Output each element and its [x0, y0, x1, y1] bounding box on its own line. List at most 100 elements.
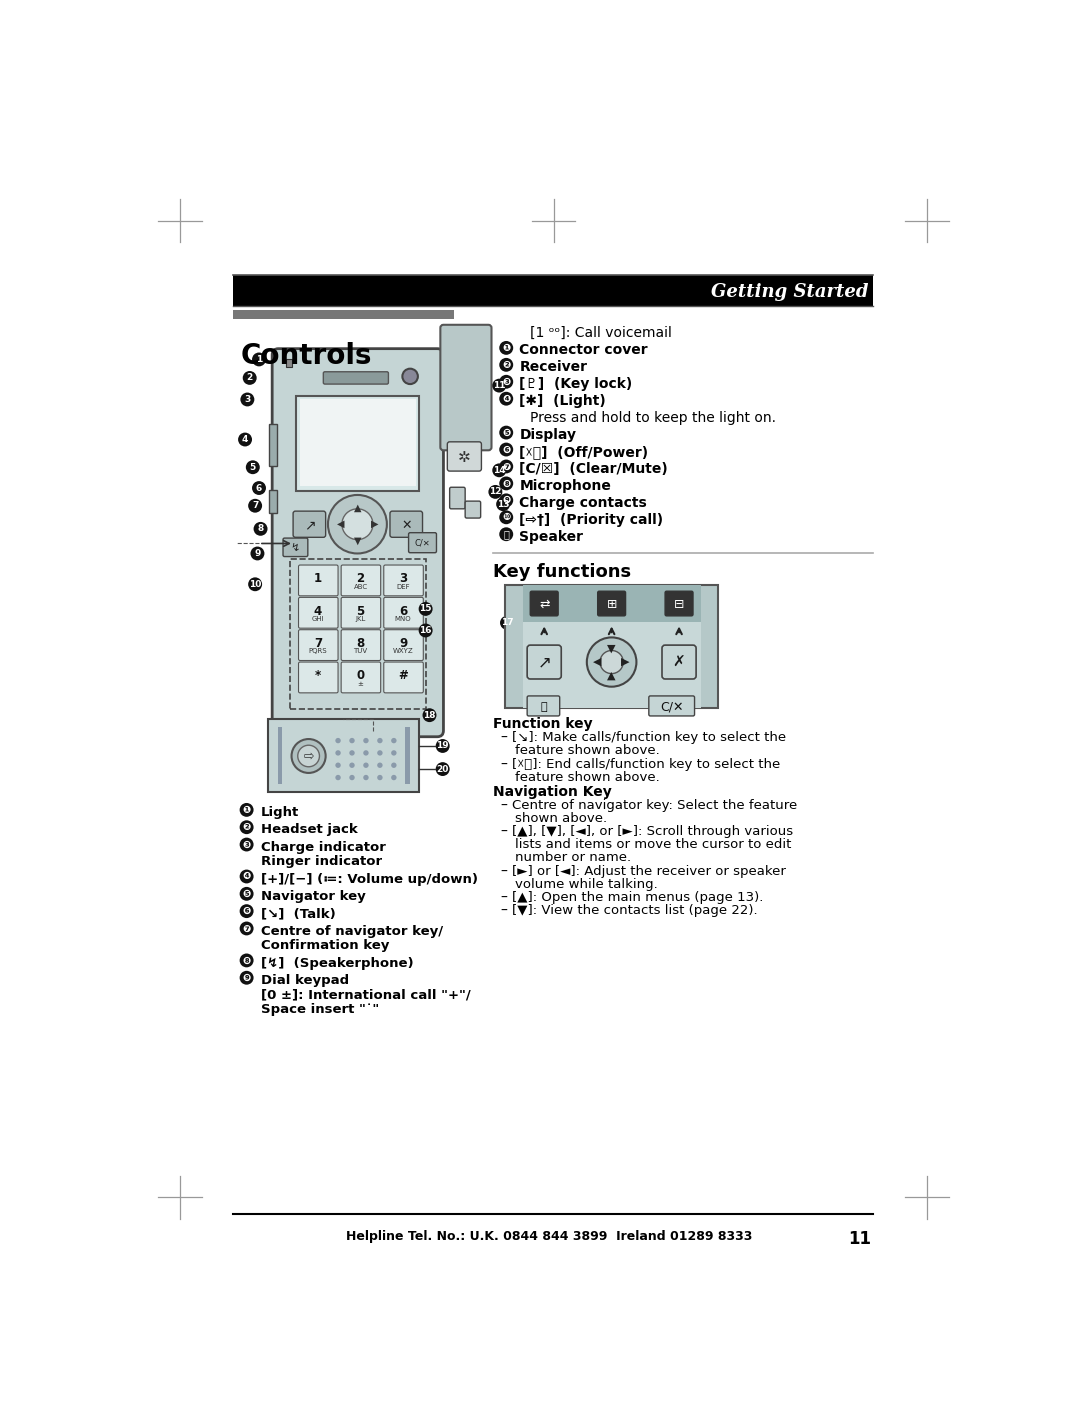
Text: ⓿: ⓿: [503, 529, 509, 539]
Circle shape: [499, 511, 513, 524]
FancyBboxPatch shape: [449, 487, 465, 508]
Circle shape: [335, 775, 341, 781]
Text: Helpline Tel. No.: U.K. 0844 844 3899  Ireland 01289 8333: Helpline Tel. No.: U.K. 0844 844 3899 Ir…: [347, 1230, 753, 1243]
Text: 16: 16: [419, 626, 432, 635]
Text: ❻: ❻: [502, 445, 511, 455]
Text: 🔇: 🔇: [540, 702, 546, 712]
Bar: [269, 424, 276, 466]
Circle shape: [422, 708, 436, 722]
FancyBboxPatch shape: [527, 696, 559, 716]
Circle shape: [252, 352, 266, 366]
Text: Microphone: Microphone: [519, 479, 611, 493]
FancyBboxPatch shape: [296, 396, 419, 491]
Bar: [233, 275, 873, 306]
Text: 2: 2: [246, 373, 253, 382]
Text: TUV: TUV: [353, 649, 367, 654]
Text: 8: 8: [257, 524, 264, 534]
Text: Light: Light: [260, 806, 299, 819]
Bar: [268, 719, 419, 792]
Circle shape: [292, 739, 326, 774]
Circle shape: [586, 637, 636, 687]
Text: ◀: ◀: [593, 657, 602, 667]
Text: 9: 9: [254, 549, 260, 557]
Text: 8: 8: [356, 637, 365, 650]
Text: Navigation Key: Navigation Key: [494, 785, 611, 799]
Text: ±: ±: [357, 681, 364, 687]
Text: ↗: ↗: [537, 653, 551, 671]
Text: ▼: ▼: [353, 536, 361, 546]
Text: 11: 11: [492, 380, 505, 390]
FancyBboxPatch shape: [341, 564, 380, 595]
Bar: [286, 359, 293, 366]
Text: Receiver: Receiver: [519, 361, 588, 375]
FancyBboxPatch shape: [300, 400, 416, 486]
Text: ⊞: ⊞: [606, 598, 617, 611]
FancyBboxPatch shape: [662, 644, 697, 680]
Text: #: #: [399, 670, 408, 682]
Text: ▲: ▲: [353, 503, 361, 512]
Text: Key functions: Key functions: [494, 563, 631, 581]
FancyBboxPatch shape: [383, 564, 423, 595]
Text: 4: 4: [242, 435, 248, 444]
Text: ⇨: ⇨: [303, 750, 314, 762]
FancyBboxPatch shape: [383, 630, 423, 660]
Circle shape: [328, 496, 387, 553]
Text: Function key: Function key: [494, 717, 593, 731]
Text: –: –: [501, 890, 508, 904]
Text: 15: 15: [419, 604, 432, 614]
Text: ◀: ◀: [337, 519, 345, 529]
Text: 20: 20: [436, 765, 449, 774]
Text: [▼]: View the contacts list (page 22).: [▼]: View the contacts list (page 22).: [512, 904, 757, 917]
Text: ❽: ❽: [502, 479, 511, 489]
Text: ▶: ▶: [370, 519, 378, 529]
Circle shape: [391, 750, 396, 755]
Circle shape: [335, 750, 341, 755]
Circle shape: [349, 775, 354, 781]
Text: 7: 7: [314, 637, 322, 650]
Circle shape: [377, 750, 382, 755]
Bar: [405, 727, 410, 785]
Circle shape: [391, 739, 396, 743]
Circle shape: [240, 970, 254, 984]
Text: number or name.: number or name.: [515, 851, 631, 865]
Circle shape: [238, 432, 252, 446]
Circle shape: [377, 739, 382, 743]
Circle shape: [499, 358, 513, 372]
Text: Navigator key: Navigator key: [260, 890, 365, 903]
Text: ❹: ❹: [243, 872, 251, 882]
Text: feature shown above.: feature shown above.: [515, 744, 660, 757]
FancyBboxPatch shape: [298, 597, 338, 628]
Circle shape: [499, 425, 513, 439]
Circle shape: [349, 739, 354, 743]
Text: 11: 11: [848, 1230, 872, 1248]
Circle shape: [240, 921, 254, 935]
Circle shape: [499, 375, 513, 389]
Text: Ringer indicator: Ringer indicator: [260, 855, 381, 868]
Text: GHI: GHI: [312, 616, 324, 622]
Text: [1 ᵒᵒ]: Call voicemail: [1 ᵒᵒ]: Call voicemail: [530, 326, 672, 340]
Text: 18: 18: [423, 710, 435, 720]
Text: [0 ±]: International call "+"/: [0 ±]: International call "+"/: [260, 988, 470, 1001]
FancyBboxPatch shape: [649, 696, 694, 716]
Text: 6: 6: [399, 605, 407, 618]
Text: ⊟: ⊟: [674, 598, 685, 611]
Text: ❸: ❸: [502, 376, 511, 386]
Text: [✱]  (Light): [✱] (Light): [519, 395, 606, 409]
Text: ❽: ❽: [243, 956, 251, 966]
Text: [↯]  (Speakerphone): [↯] (Speakerphone): [260, 956, 414, 970]
Text: ▶: ▶: [621, 657, 630, 667]
Text: ❷: ❷: [502, 359, 511, 369]
Text: Connector cover: Connector cover: [519, 343, 648, 357]
Text: volume while talking.: volume while talking.: [515, 878, 658, 890]
Circle shape: [496, 497, 510, 511]
Circle shape: [240, 838, 254, 851]
Text: JKL: JKL: [355, 616, 366, 622]
FancyBboxPatch shape: [293, 511, 326, 538]
Text: [☓⏻]: End calls/function key to select the: [☓⏻]: End calls/function key to select t…: [512, 758, 780, 771]
Text: 5: 5: [249, 463, 256, 472]
Text: 17: 17: [501, 618, 513, 628]
Text: ✕: ✕: [401, 518, 411, 532]
Text: [♇]  (Key lock): [♇] (Key lock): [519, 378, 633, 392]
FancyBboxPatch shape: [298, 663, 338, 692]
Text: –: –: [501, 799, 508, 813]
